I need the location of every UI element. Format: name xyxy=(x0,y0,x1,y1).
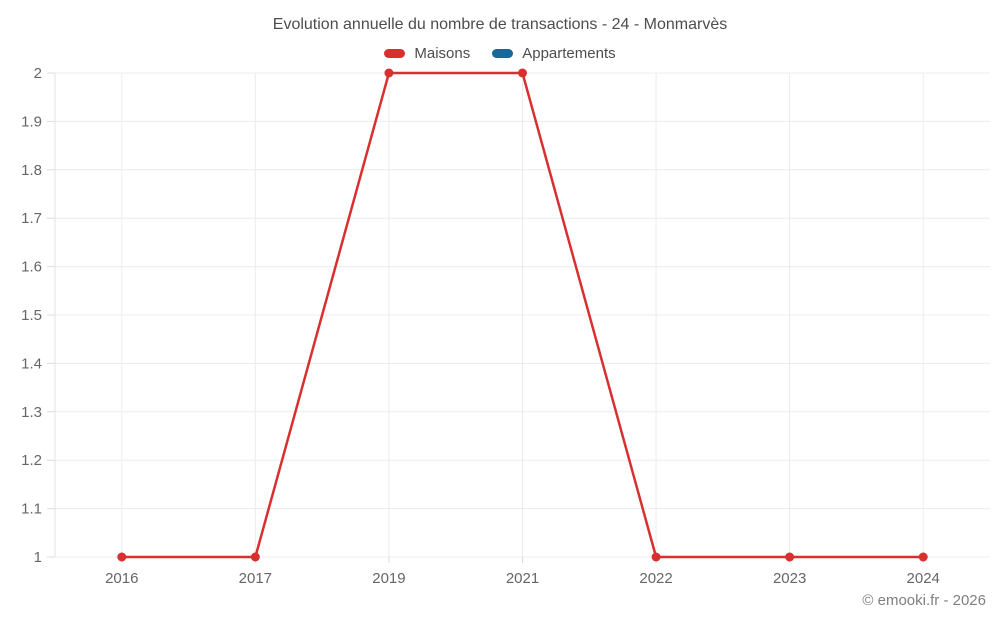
copyright-text: © emooki.fr - 2026 xyxy=(862,592,986,609)
y-tick-label: 1.1 xyxy=(21,501,42,518)
x-tick-label: 2023 xyxy=(773,570,806,587)
y-tick-label: 1.4 xyxy=(21,355,42,372)
data-point-maisons-2023[interactable] xyxy=(785,552,795,562)
y-tick-label: 2 xyxy=(34,65,42,82)
chart-title: Evolution annuelle du nombre de transact… xyxy=(272,16,728,33)
data-point-maisons-2021[interactable] xyxy=(518,68,527,78)
data-point-maisons-2017[interactable] xyxy=(250,552,260,562)
data-point-maisons-2016[interactable] xyxy=(117,552,127,562)
y-tick-label: 1 xyxy=(34,549,42,566)
x-tick-label: 2024 xyxy=(907,570,940,587)
y-tick-label: 1.2 xyxy=(21,452,42,469)
x-tick-label: 2021 xyxy=(506,570,539,587)
y-tick-label: 1.8 xyxy=(21,162,42,179)
y-tick-label: 1.5 xyxy=(21,307,42,324)
y-tick-label: 1.3 xyxy=(21,404,42,421)
data-point-maisons-2024[interactable] xyxy=(918,552,928,562)
y-tick-label: 1.6 xyxy=(21,259,42,276)
data-point-maisons-2022[interactable] xyxy=(651,552,661,562)
legend-label-maisons: Maisons xyxy=(414,45,471,62)
legend-label-appartements: Appartements xyxy=(522,45,616,62)
y-tick-label: 1.9 xyxy=(21,113,42,130)
legend-item-maisons[interactable]: Maisons xyxy=(384,45,470,62)
y-tick-label: 1.7 xyxy=(21,210,42,227)
appartements-swatch-icon xyxy=(492,49,514,58)
data-point-maisons-2019[interactable] xyxy=(384,68,394,78)
chart-legend: Maisons Appartements xyxy=(0,45,1000,62)
x-tick-label: 2019 xyxy=(372,570,405,587)
x-tick-label: 2017 xyxy=(239,570,272,587)
x-tick-label: 2016 xyxy=(105,570,138,587)
legend-item-appartements[interactable]: Appartements xyxy=(492,45,616,62)
x-tick-label: 2022 xyxy=(639,570,672,587)
maisons-swatch-icon xyxy=(384,49,406,58)
